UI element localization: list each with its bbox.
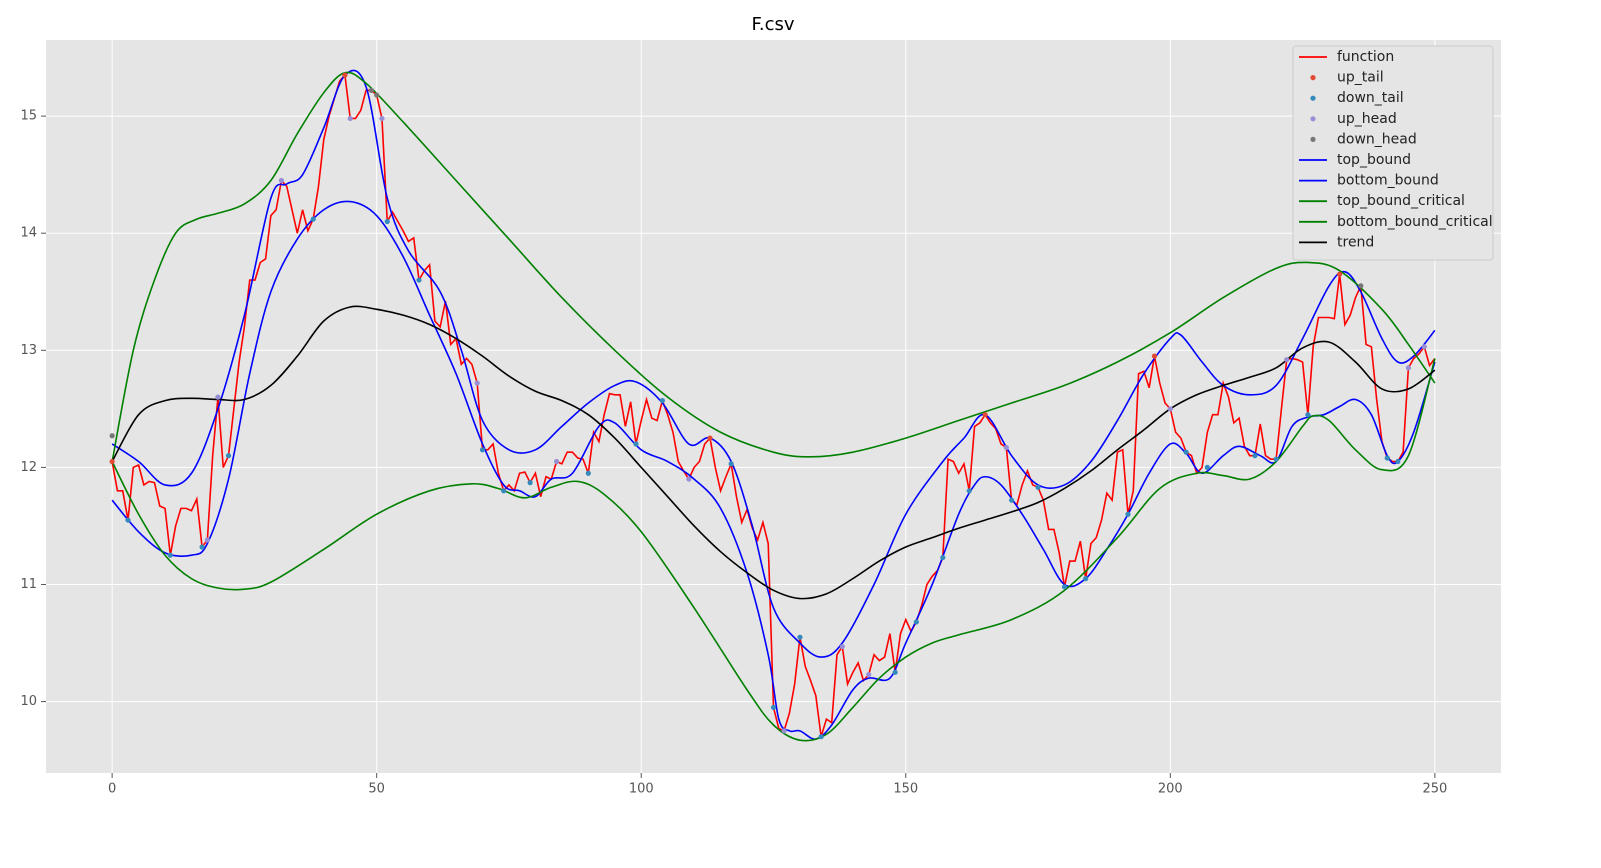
legend-label: down_head bbox=[1337, 131, 1417, 147]
legend-label: bottom_bound bbox=[1337, 173, 1439, 189]
legend-marker bbox=[1310, 95, 1316, 101]
legend-label: up_tail bbox=[1337, 70, 1384, 86]
data-point bbox=[659, 398, 665, 404]
data-point bbox=[966, 488, 972, 494]
data-point bbox=[1421, 344, 1427, 350]
data-point bbox=[1167, 406, 1173, 412]
data-point bbox=[215, 394, 221, 400]
data-point bbox=[1273, 456, 1279, 462]
data-point bbox=[1151, 353, 1158, 359]
data-point bbox=[1358, 283, 1364, 289]
data-point bbox=[379, 115, 385, 122]
chart-title: F.csv bbox=[751, 14, 794, 35]
data-point bbox=[1083, 576, 1089, 582]
x-tick-label: 150 bbox=[893, 782, 918, 797]
data-point bbox=[125, 517, 131, 523]
legend-label: top_bound bbox=[1337, 152, 1411, 168]
data-point bbox=[866, 672, 872, 678]
data-point bbox=[781, 728, 787, 734]
data-point bbox=[1183, 449, 1189, 455]
data-point bbox=[527, 480, 533, 486]
legend-label: trend bbox=[1337, 234, 1374, 250]
data-point bbox=[686, 476, 692, 482]
y-tick-label: 13 bbox=[20, 343, 37, 358]
legend: function up_tail down_tail up_head down_head… bbox=[1292, 45, 1494, 261]
y-tick-label: 11 bbox=[20, 577, 37, 592]
data-point bbox=[1125, 511, 1131, 517]
y-tick-label: 14 bbox=[20, 226, 37, 241]
series-line bbox=[111, 69, 1436, 658]
data-point bbox=[1305, 412, 1311, 418]
x-tick-label: 0 bbox=[108, 782, 116, 797]
data-point bbox=[818, 734, 824, 740]
data-point bbox=[728, 461, 734, 467]
data-point bbox=[501, 488, 507, 494]
plot-area bbox=[46, 40, 1501, 773]
series-line bbox=[111, 71, 1436, 462]
data-point bbox=[167, 552, 173, 558]
data-point bbox=[109, 458, 115, 465]
data-point bbox=[1395, 458, 1401, 465]
data-point bbox=[1284, 357, 1290, 363]
data-point bbox=[1384, 455, 1390, 461]
x-tick-label: 100 bbox=[629, 782, 654, 797]
legend-label: down_tail bbox=[1337, 90, 1404, 106]
data-point bbox=[109, 433, 115, 439]
legend-label: bottom_bound_critical bbox=[1337, 214, 1493, 230]
data-point bbox=[1337, 271, 1343, 277]
data-point bbox=[1405, 365, 1412, 371]
data-point bbox=[278, 177, 285, 184]
legend-label: up_head bbox=[1337, 111, 1397, 127]
y-tick-label: 15 bbox=[20, 109, 37, 124]
data-point bbox=[416, 277, 422, 283]
legend-marker bbox=[1310, 116, 1316, 122]
data-point bbox=[797, 634, 803, 640]
data-point bbox=[1061, 584, 1068, 590]
data-point bbox=[1204, 464, 1210, 470]
series-line bbox=[111, 200, 1436, 740]
legend-marker bbox=[1310, 75, 1316, 81]
data-point bbox=[225, 453, 232, 459]
data-point bbox=[310, 216, 316, 222]
data-point bbox=[633, 441, 639, 447]
data-point bbox=[474, 380, 480, 386]
data-point bbox=[1008, 497, 1015, 503]
data-point bbox=[770, 704, 777, 711]
data-point bbox=[384, 218, 390, 225]
data-point bbox=[347, 115, 353, 122]
data-point bbox=[913, 619, 919, 625]
data-point bbox=[1252, 453, 1258, 459]
x-tick-label: 200 bbox=[1158, 782, 1183, 797]
data-point bbox=[707, 435, 713, 441]
data-point bbox=[1003, 444, 1009, 451]
legend-marker bbox=[1310, 136, 1316, 142]
x-tick-label: 250 bbox=[1422, 782, 1447, 797]
data-point bbox=[374, 92, 380, 98]
data-point bbox=[342, 72, 348, 78]
series-layer bbox=[109, 69, 1436, 742]
data-point bbox=[553, 458, 560, 465]
data-point bbox=[204, 537, 210, 543]
x-tick-label: 50 bbox=[368, 782, 385, 797]
data-point bbox=[1035, 484, 1041, 490]
data-point bbox=[982, 412, 988, 418]
data-point bbox=[199, 544, 205, 550]
data-point bbox=[479, 447, 486, 453]
legend-label: top_bound_critical bbox=[1337, 193, 1465, 209]
data-point bbox=[892, 669, 898, 675]
data-point bbox=[839, 643, 845, 650]
legend-label: function bbox=[1337, 49, 1394, 65]
series-line bbox=[111, 305, 1436, 600]
y-tick-label: 12 bbox=[20, 460, 37, 475]
legend-box bbox=[1292, 45, 1494, 261]
data-point bbox=[585, 470, 591, 476]
series-line bbox=[111, 358, 1436, 742]
data-point bbox=[940, 554, 946, 561]
data-point bbox=[368, 87, 374, 93]
y-tick-label: 10 bbox=[20, 694, 37, 709]
